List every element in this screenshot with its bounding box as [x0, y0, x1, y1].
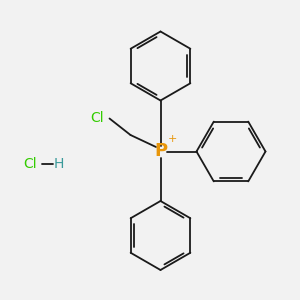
Text: Cl: Cl — [91, 112, 104, 125]
Text: H: H — [53, 157, 64, 170]
Text: P: P — [154, 142, 167, 160]
Text: +: + — [168, 134, 177, 145]
Text: Cl: Cl — [23, 157, 37, 170]
